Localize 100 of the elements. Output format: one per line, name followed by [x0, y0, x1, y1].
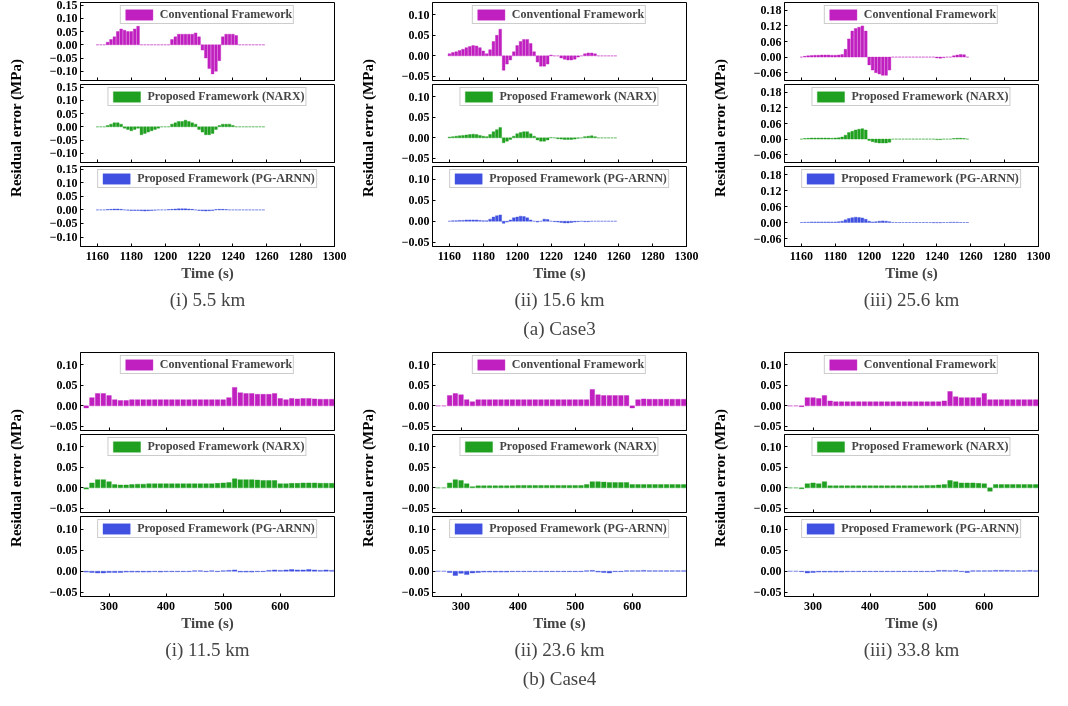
legend-label: Proposed Framework (NARX) — [851, 89, 1009, 104]
y-tick-label: 0.15 — [56, 0, 78, 13]
y-tick-label: −0.10 — [49, 64, 78, 79]
y-tick-label: −0.05 — [401, 419, 430, 434]
y-tick-label: 0.10 — [408, 439, 430, 454]
legend-label: Conventional Framework — [159, 7, 293, 22]
bar — [877, 56, 881, 75]
bar — [129, 126, 133, 131]
y-tick-label: 0.05 — [56, 106, 78, 121]
bar — [106, 41, 110, 46]
y-axis-title: Residual error (MPa) — [7, 409, 25, 547]
bar — [542, 55, 546, 67]
y-tick-label: −0.05 — [753, 419, 782, 434]
y-tick-label: 0.00 — [408, 480, 430, 495]
legend-label: Proposed Framework (PG-ARNN) — [841, 171, 1019, 186]
x-tick-label: 1180 — [471, 248, 495, 263]
y-axis-title: Residual error (MPa) — [7, 59, 25, 197]
bar — [464, 47, 468, 57]
y-tick-label: 0.05 — [408, 193, 430, 208]
x-tick-label: 1240 — [924, 248, 949, 263]
y-tick-label: 0.00 — [760, 480, 782, 495]
text: (a) Case3 — [523, 317, 596, 340]
y-tick-label: 0.05 — [760, 378, 782, 393]
bar — [116, 31, 120, 46]
text: (i) 5.5 km — [169, 288, 246, 311]
bar — [150, 126, 154, 131]
bar — [227, 123, 232, 128]
x-axis-title: Time (s) — [533, 614, 586, 632]
bar — [823, 54, 827, 58]
x-tick-label: 500 — [214, 598, 233, 613]
x-tick-label: 300 — [452, 598, 471, 613]
y-tick-label: −0.06 — [753, 65, 782, 80]
x-tick-label: 1160 — [789, 248, 814, 263]
bar — [458, 135, 462, 139]
bar — [850, 30, 854, 58]
bar — [843, 135, 848, 140]
bar — [146, 126, 150, 133]
y-tick-label: 0.00 — [760, 132, 782, 147]
y-tick-label: −0.05 — [49, 501, 78, 516]
bar — [563, 55, 567, 60]
y-tick-label: −0.05 — [401, 69, 430, 84]
x-tick-label: 1200 — [505, 248, 530, 263]
x-tick-label: 300 — [804, 598, 823, 613]
y-tick-label: 0.06 — [760, 34, 782, 49]
bar — [116, 122, 120, 128]
bar — [864, 129, 868, 140]
bar — [529, 43, 533, 57]
bar — [173, 122, 177, 128]
bar — [173, 36, 177, 46]
bar — [471, 133, 475, 139]
y-tick-label: 0.18 — [760, 3, 782, 18]
bar — [221, 123, 225, 128]
legend-label: Conventional Framework — [863, 7, 997, 22]
y-tick-label: −0.05 — [49, 585, 78, 600]
x-tick-label: 400 — [861, 598, 880, 613]
x-tick-label: 600 — [271, 598, 290, 613]
y-tick-label: 0.05 — [56, 543, 78, 558]
bar — [881, 138, 885, 144]
bar — [546, 55, 550, 65]
bar — [126, 31, 130, 46]
y-tick-label: 0.10 — [56, 522, 78, 537]
text: (iii) 33.8 km — [863, 638, 960, 661]
x-tick-label: 1240 — [572, 248, 597, 263]
bar — [187, 34, 191, 46]
bar — [200, 126, 204, 133]
bar — [498, 127, 502, 139]
bar — [583, 53, 587, 57]
bar — [854, 28, 858, 58]
y-tick-label: 0.00 — [408, 48, 430, 63]
y-tick-label: 0.05 — [760, 460, 782, 475]
text: (ii) 23.6 km — [514, 638, 605, 661]
y-tick-label: 0.10 — [760, 439, 782, 454]
bar — [485, 53, 489, 57]
bar — [525, 39, 529, 57]
x-tick-label: 1180 — [119, 248, 143, 263]
bar — [211, 126, 215, 134]
x-tick-label: 1260 — [958, 248, 983, 263]
y-tick-label: 0.00 — [56, 398, 78, 413]
y-tick-label: −0.05 — [401, 151, 430, 166]
bar — [542, 137, 546, 142]
legend-label: Proposed Framework (PG-ARNN) — [841, 521, 1019, 536]
y-tick-label: 0.10 — [408, 357, 430, 372]
legend-label: Conventional Framework — [863, 357, 997, 372]
bar — [535, 137, 540, 141]
bar — [204, 126, 208, 135]
x-tick-label: 1220 — [187, 248, 212, 263]
bar — [447, 53, 451, 57]
y-tick-label: −0.10 — [49, 230, 78, 245]
y-axis-title: Residual error (MPa) — [359, 409, 377, 547]
x-tick-label: 600 — [975, 598, 994, 613]
x-tick-label: 1200 — [857, 248, 882, 263]
x-axis-title: Time (s) — [533, 264, 586, 282]
x-tick-label: 1300 — [322, 248, 347, 263]
y-tick-label: −0.05 — [753, 585, 782, 600]
y-tick-label: 0.12 — [760, 18, 782, 33]
x-tick-label: 500 — [918, 598, 937, 613]
y-tick-label: −0.05 — [49, 419, 78, 434]
y-tick-label: −0.05 — [49, 133, 78, 148]
y-tick-label: 0.00 — [760, 398, 782, 413]
x-tick-label: 1240 — [220, 248, 245, 263]
